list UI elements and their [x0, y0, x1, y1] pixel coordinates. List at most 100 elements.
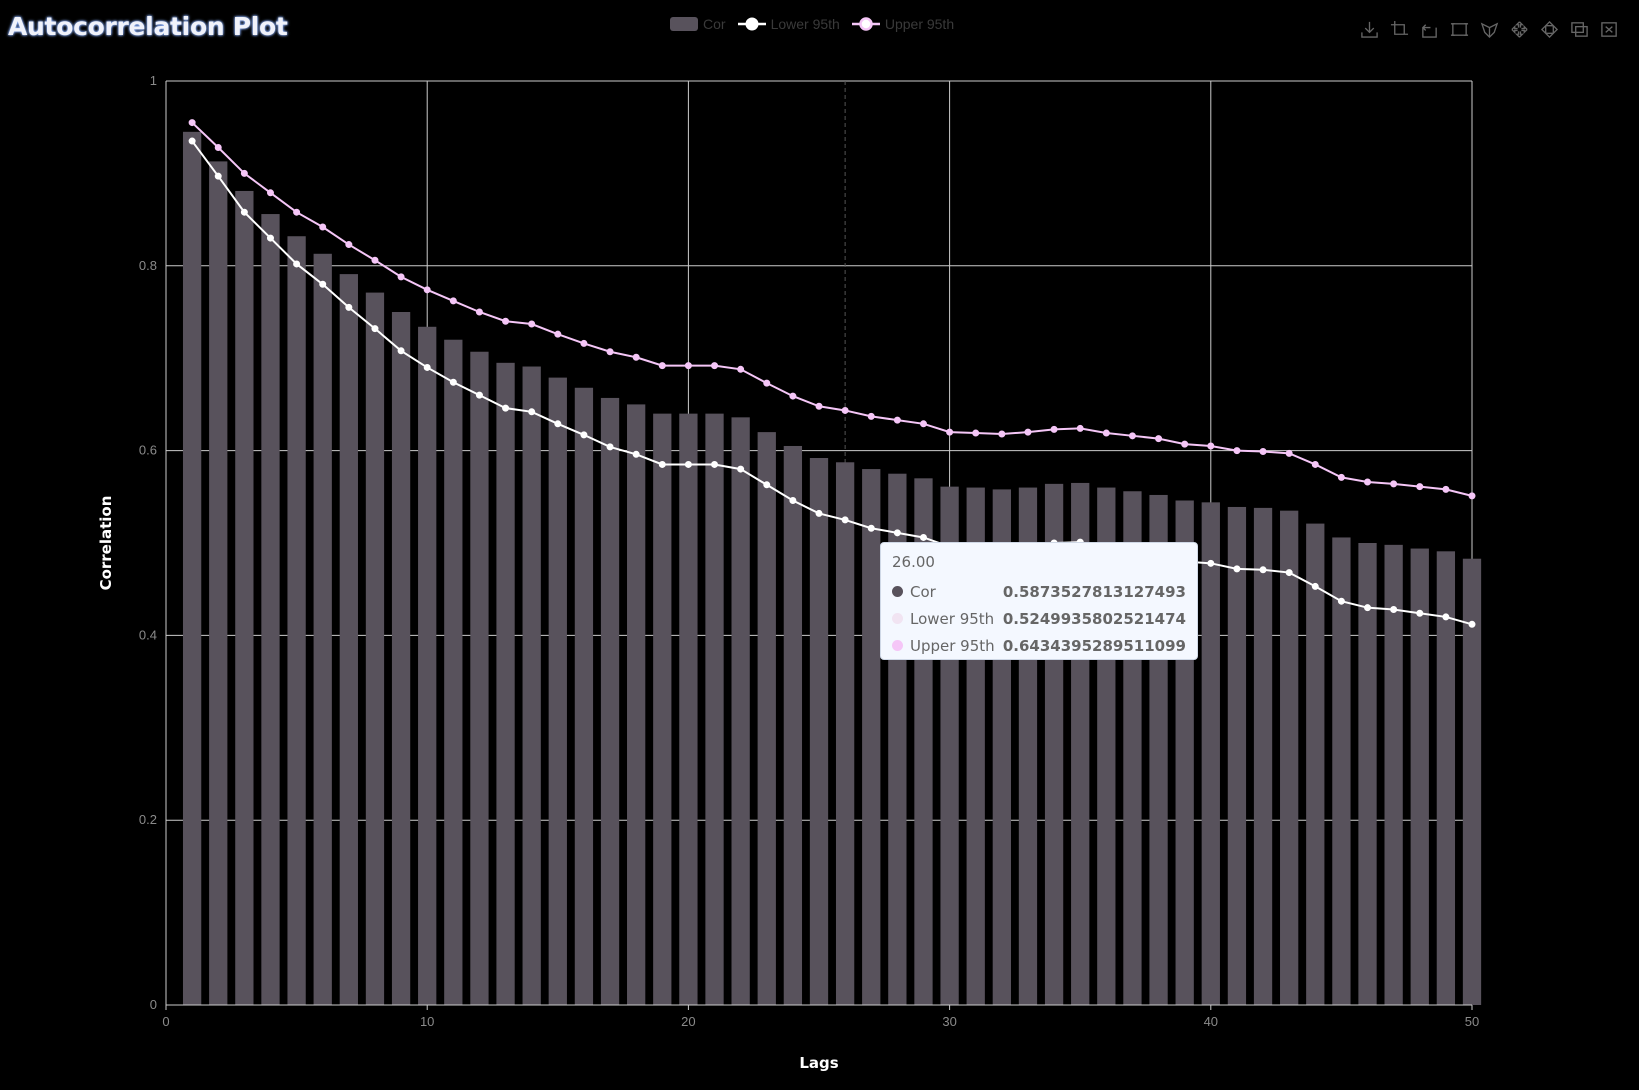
- bar-cor[interactable]: [653, 413, 672, 1005]
- point-lower-95th[interactable]: [345, 303, 353, 311]
- bar-cor[interactable]: [862, 469, 881, 1006]
- bar-cor[interactable]: [574, 387, 594, 1005]
- bar-cor[interactable]: [235, 190, 254, 1005]
- point-lower-95th[interactable]: [711, 460, 719, 468]
- point-lower-95th[interactable]: [1285, 569, 1293, 577]
- point-upper-95th[interactable]: [815, 402, 823, 410]
- rect-select-icon[interactable]: [1450, 20, 1469, 39]
- point-lower-95th[interactable]: [449, 378, 457, 386]
- point-upper-95th[interactable]: [1337, 473, 1345, 481]
- bar-cor[interactable]: [705, 413, 724, 1005]
- keep-select-icon[interactable]: [1510, 20, 1529, 39]
- point-lower-95th[interactable]: [1364, 604, 1372, 612]
- point-upper-95th[interactable]: [711, 362, 719, 370]
- point-upper-95th[interactable]: [1390, 480, 1398, 488]
- point-lower-95th[interactable]: [319, 280, 327, 288]
- bar-cor[interactable]: [1332, 537, 1351, 1005]
- point-upper-95th[interactable]: [1207, 442, 1215, 450]
- point-upper-95th[interactable]: [893, 416, 901, 424]
- bar-cor[interactable]: [1462, 558, 1482, 1005]
- point-upper-95th[interactable]: [1050, 425, 1058, 433]
- point-upper-95th[interactable]: [1364, 478, 1372, 486]
- point-upper-95th[interactable]: [1155, 435, 1163, 443]
- bar-cor[interactable]: [391, 312, 411, 1005]
- point-upper-95th[interactable]: [1128, 432, 1136, 440]
- bar-cor[interactable]: [339, 274, 358, 1006]
- point-lower-95th[interactable]: [763, 481, 771, 489]
- point-lower-95th[interactable]: [737, 465, 745, 473]
- point-upper-95th[interactable]: [606, 348, 614, 356]
- point-upper-95th[interactable]: [1311, 460, 1319, 468]
- lasso-select-icon[interactable]: [1480, 20, 1499, 39]
- point-upper-95th[interactable]: [1181, 440, 1189, 448]
- point-upper-95th[interactable]: [841, 406, 849, 414]
- point-lower-95th[interactable]: [475, 391, 483, 399]
- point-lower-95th[interactable]: [1207, 559, 1215, 567]
- point-upper-95th[interactable]: [423, 286, 431, 294]
- point-lower-95th[interactable]: [658, 460, 666, 468]
- bar-cor[interactable]: [548, 377, 567, 1005]
- point-upper-95th[interactable]: [397, 273, 405, 281]
- point-upper-95th[interactable]: [240, 169, 248, 177]
- point-upper-95th[interactable]: [1024, 428, 1032, 436]
- point-lower-95th[interactable]: [867, 524, 875, 532]
- point-upper-95th[interactable]: [789, 392, 797, 400]
- bar-cor[interactable]: [1410, 548, 1429, 1005]
- point-lower-95th[interactable]: [1337, 597, 1345, 605]
- point-lower-95th[interactable]: [1442, 613, 1450, 621]
- point-upper-95th[interactable]: [293, 208, 301, 216]
- point-lower-95th[interactable]: [1311, 582, 1319, 590]
- bar-cor[interactable]: [496, 362, 515, 1005]
- point-lower-95th[interactable]: [789, 496, 797, 504]
- point-upper-95th[interactable]: [449, 297, 457, 305]
- point-upper-95th[interactable]: [658, 362, 666, 370]
- bar-cor[interactable]: [1253, 507, 1273, 1005]
- point-upper-95th[interactable]: [266, 189, 274, 197]
- point-upper-95th[interactable]: [1468, 492, 1476, 500]
- point-lower-95th[interactable]: [240, 208, 248, 216]
- point-lower-95th[interactable]: [1390, 606, 1398, 614]
- point-upper-95th[interactable]: [737, 365, 745, 373]
- point-lower-95th[interactable]: [841, 516, 849, 524]
- point-lower-95th[interactable]: [214, 172, 222, 180]
- bar-cor[interactable]: [1306, 523, 1325, 1005]
- data-zoom-icon[interactable]: [1570, 20, 1589, 39]
- bar-cor[interactable]: [1436, 551, 1456, 1005]
- point-lower-95th[interactable]: [893, 529, 901, 537]
- bar-cor[interactable]: [835, 462, 855, 1006]
- point-upper-95th[interactable]: [528, 320, 536, 328]
- legend-item-lower-95th[interactable]: Lower 95th: [737, 16, 840, 32]
- point-lower-95th[interactable]: [815, 509, 823, 517]
- point-upper-95th[interactable]: [188, 119, 196, 127]
- point-upper-95th[interactable]: [371, 256, 379, 264]
- point-lower-95th[interactable]: [266, 234, 274, 242]
- bar-cor[interactable]: [261, 214, 280, 1005]
- point-upper-95th[interactable]: [580, 339, 588, 347]
- point-upper-95th[interactable]: [1102, 429, 1110, 437]
- bar-cor[interactable]: [679, 413, 698, 1005]
- point-upper-95th[interactable]: [632, 353, 640, 361]
- legend-item-upper-95th[interactable]: Upper 95th: [851, 16, 954, 32]
- legend-item-cor[interactable]: Cor: [670, 16, 726, 32]
- bar-cor[interactable]: [1384, 544, 1403, 1005]
- point-lower-95th[interactable]: [1233, 565, 1241, 573]
- point-upper-95th[interactable]: [1442, 485, 1450, 493]
- point-upper-95th[interactable]: [554, 330, 562, 338]
- point-lower-95th[interactable]: [293, 260, 301, 268]
- point-upper-95th[interactable]: [1285, 449, 1293, 457]
- bar-cor[interactable]: [1201, 502, 1220, 1005]
- point-lower-95th[interactable]: [632, 450, 640, 458]
- bar-cor[interactable]: [287, 236, 306, 1005]
- bar-cor[interactable]: [444, 339, 463, 1006]
- point-lower-95th[interactable]: [554, 420, 562, 428]
- point-lower-95th[interactable]: [1259, 566, 1267, 574]
- point-lower-95th[interactable]: [684, 460, 692, 468]
- point-upper-95th[interactable]: [319, 223, 327, 231]
- point-upper-95th[interactable]: [763, 379, 771, 387]
- bar-cor[interactable]: [731, 417, 750, 1005]
- download-icon[interactable]: [1360, 20, 1379, 39]
- point-lower-95th[interactable]: [919, 533, 927, 541]
- point-upper-95th[interactable]: [345, 241, 353, 249]
- point-upper-95th[interactable]: [502, 317, 510, 325]
- point-upper-95th[interactable]: [475, 308, 483, 316]
